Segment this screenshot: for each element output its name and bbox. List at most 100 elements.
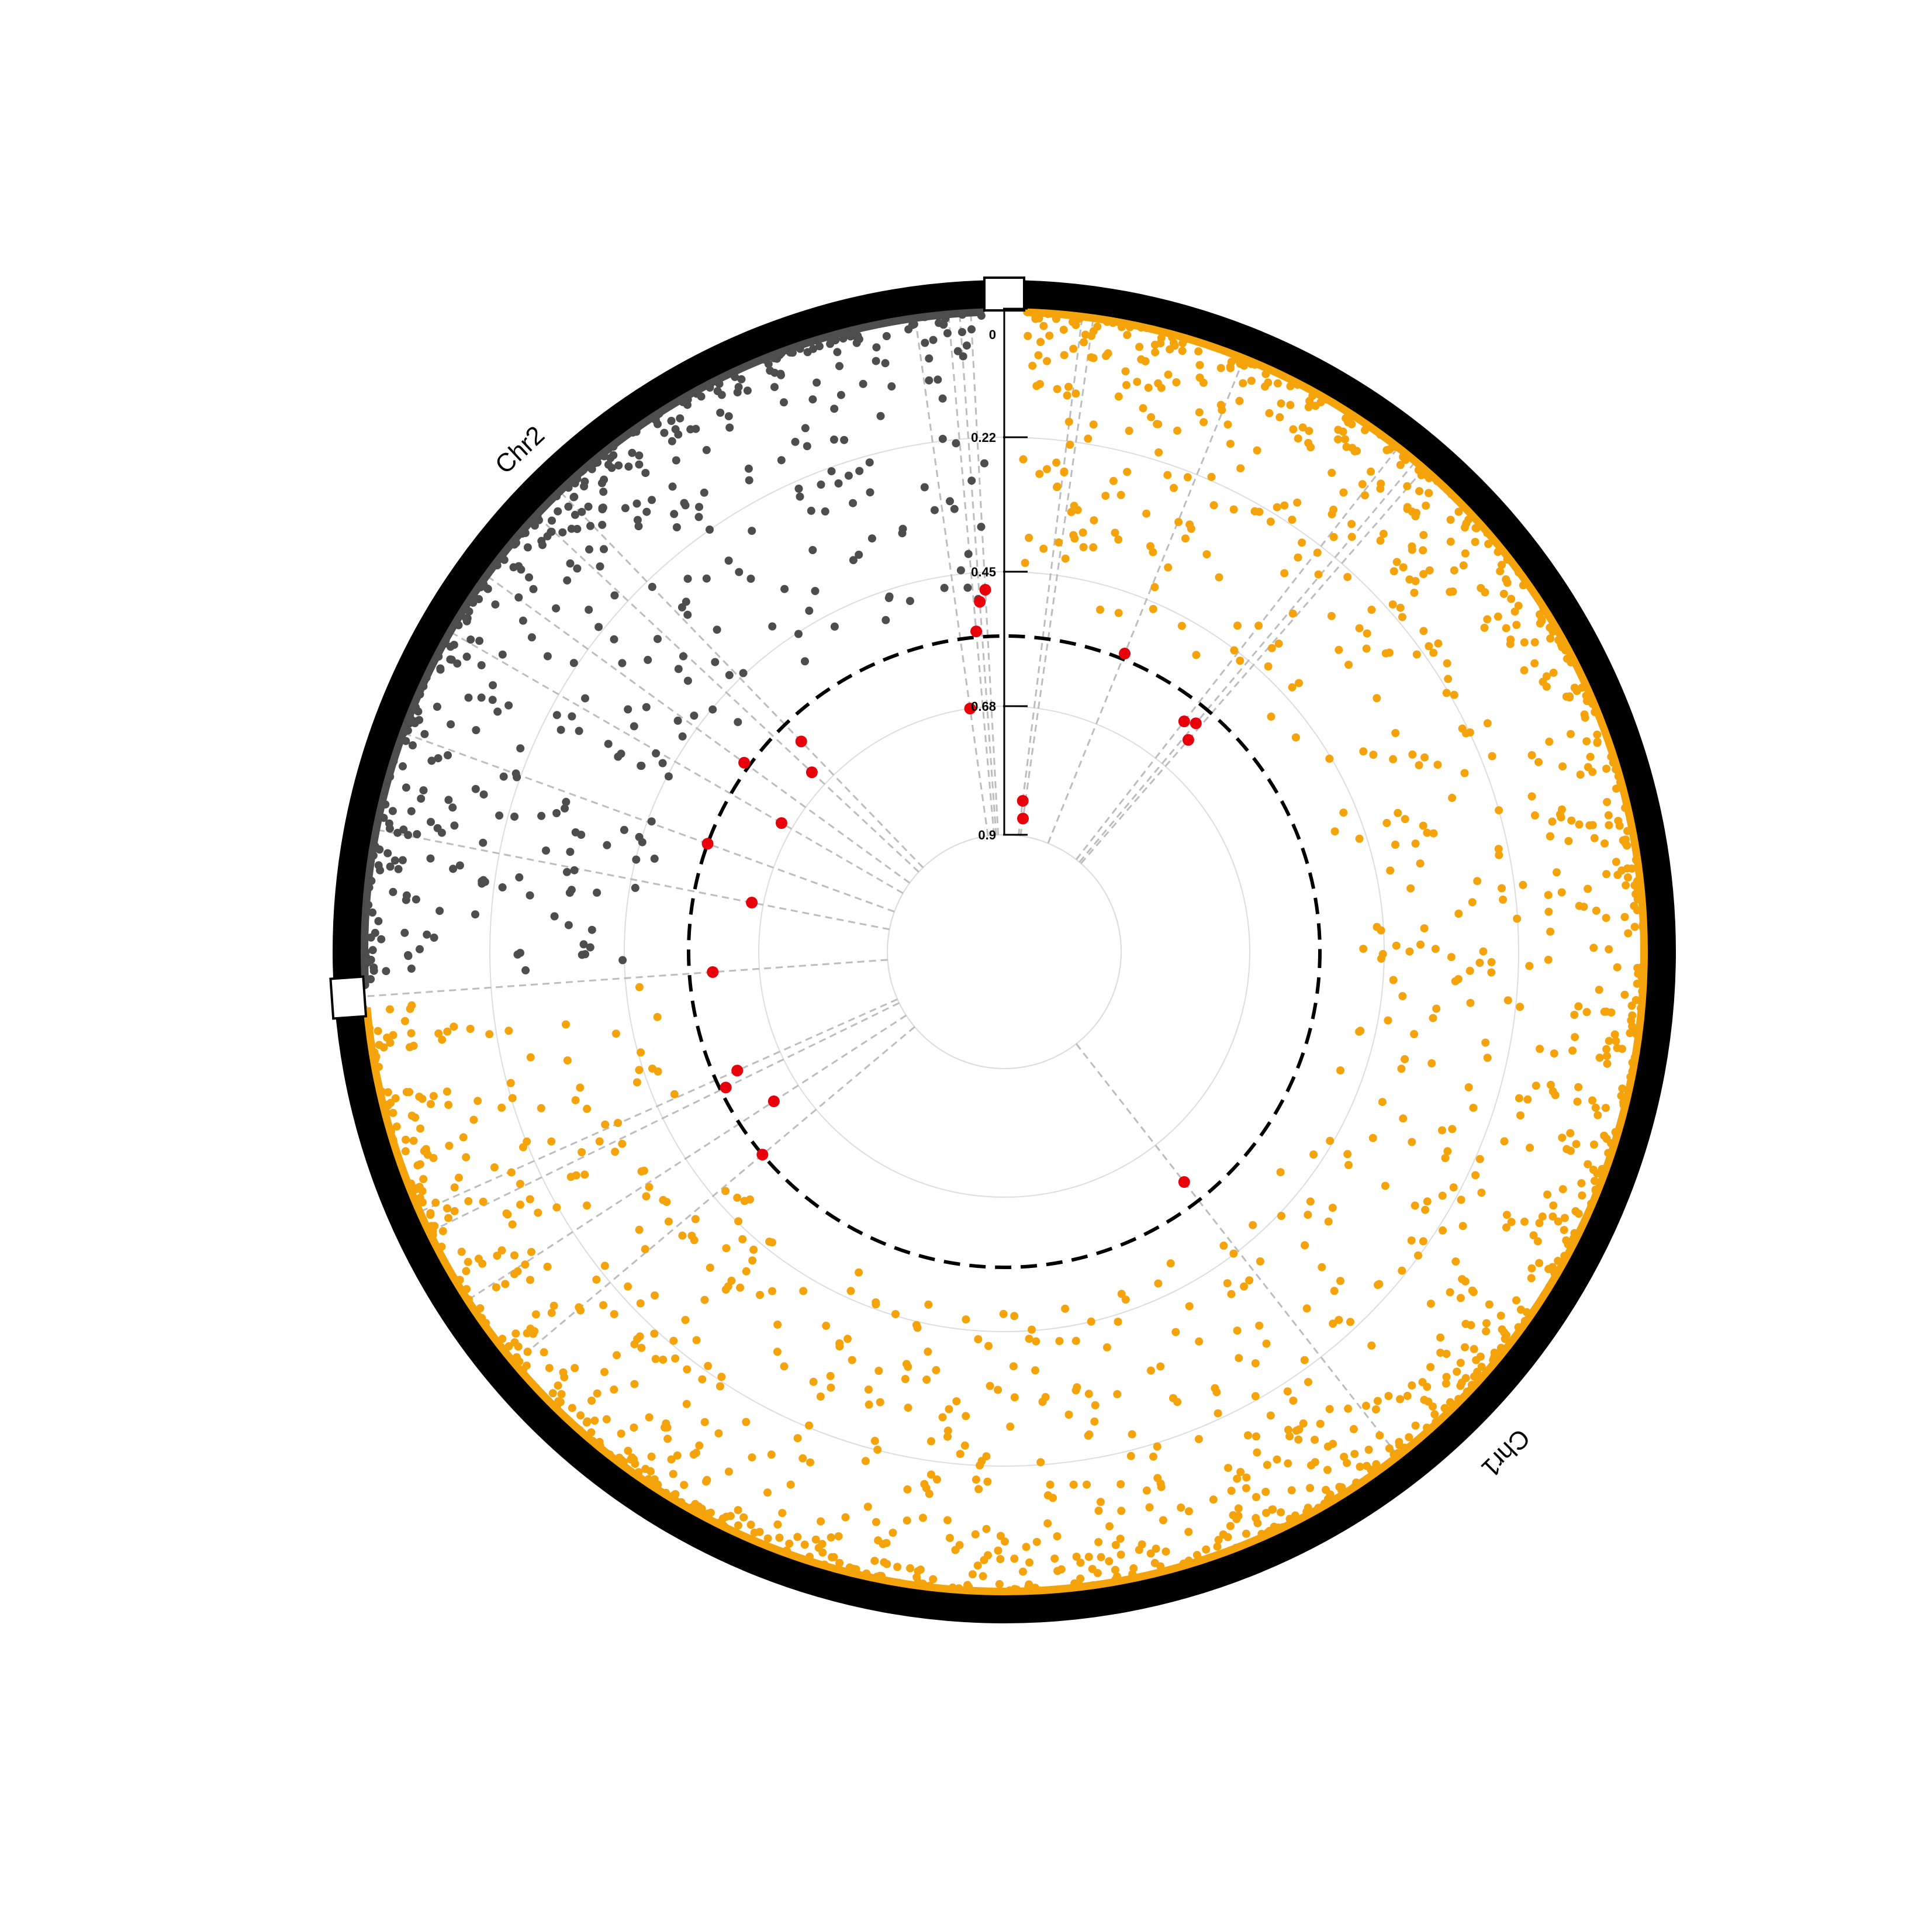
data-point-chr1 [1436,1333,1445,1342]
data-point-chr1 [1448,1125,1457,1133]
guide-line-21 [968,283,1000,835]
data-point-chr1 [1313,548,1322,557]
data-point-chr1 [1379,530,1388,538]
data-point-chr1 [473,1097,482,1105]
data-point-chr1 [1273,1455,1281,1464]
data-point-chr1 [1588,821,1597,830]
data-point-chr1 [578,1148,586,1156]
data-point-chr1 [1307,1461,1315,1470]
data-point-chr2 [543,532,552,541]
data-point-chr1 [1010,1554,1019,1563]
data-point-chr1 [1292,1426,1301,1435]
data-point-chr2 [713,387,722,395]
data-point-chr1 [1553,868,1561,877]
data-point-chr1 [1591,1103,1600,1112]
data-point-chr1 [681,1316,690,1324]
data-point-chr2 [743,386,752,395]
data-point-chr2 [813,378,821,387]
data-point-chr1 [876,1398,884,1406]
data-point-chr2 [801,657,809,666]
data-point-chr1 [636,1299,645,1308]
data-point-chr1 [386,1098,395,1107]
data-point-chr2 [398,856,407,865]
data-point-chr1 [1412,650,1421,659]
data-point-chr1 [1527,792,1536,801]
data-point-chr2 [552,711,561,720]
data-point-chr1 [1114,535,1123,544]
data-point-chr1 [663,1435,672,1443]
data-point-chr1 [610,1310,618,1319]
data-point-chr1 [1475,1155,1484,1163]
data-point-chr1 [434,1029,443,1038]
data-point-chr1 [1622,881,1630,890]
data-point-chr1 [1410,589,1419,597]
data-point-chr1 [1479,947,1488,956]
data-point-chr1 [1173,1398,1182,1406]
data-point-chr2 [956,566,965,575]
data-point-chr2 [920,483,929,492]
data-point-chr1 [1043,357,1051,365]
data-point-chr2 [794,630,803,638]
data-point-chr2 [867,534,876,543]
data-point-chr1 [1242,1484,1250,1492]
data-point-chr1 [580,1170,589,1179]
data-point-chr1 [1575,820,1584,829]
data-point-chr1 [531,1310,540,1319]
data-point-chr1 [1543,1190,1552,1199]
data-point-chr2 [515,873,524,882]
data-point-chr2 [388,807,397,815]
data-point-chr1 [1519,880,1527,889]
data-point-chr1 [1573,1097,1582,1106]
data-point-chr1 [1052,458,1061,467]
data-point-chr2 [803,442,811,451]
data-point-chr2 [764,360,773,368]
data-point-chr1 [1562,692,1571,701]
data-point-chr2 [393,828,402,837]
data-point-chr1 [924,1347,932,1356]
data-point-chr1 [1484,540,1493,548]
data-point-chr1 [1256,1257,1264,1266]
data-point-chr1 [1239,379,1247,388]
data-point-chr1 [1558,762,1567,771]
data-point-chr1 [1060,467,1069,476]
data-point-chr2 [624,462,633,471]
data-point-chr1 [1266,517,1275,526]
data-point-chr2 [419,786,428,794]
data-point-chr1 [600,1261,609,1270]
data-point-chr1 [1562,1236,1571,1245]
data-point-chr1 [1025,534,1033,542]
data-point-chr1 [1330,1287,1339,1295]
data-point-chr1 [1235,1354,1243,1363]
data-point-chr1 [984,1551,992,1560]
data-point-chr2 [437,828,446,837]
data-point-chr1 [1300,1356,1309,1364]
data-point-chr2 [472,726,480,734]
data-point-chr2 [724,412,733,421]
data-point-chr1 [445,1142,454,1150]
data-point-chr1 [734,1506,742,1515]
data-point-chr1 [478,1259,487,1268]
data-point-chr1 [1574,1083,1583,1091]
data-point-chr2 [575,727,583,735]
data-point-chr1 [1454,507,1463,516]
data-point-chr2 [462,614,471,623]
data-point-chr2 [499,772,508,781]
data-point-chr1 [1589,943,1598,952]
data-point-chr1 [1618,1084,1627,1093]
data-point-chr1 [1391,729,1400,737]
data-point-chr1 [906,1564,914,1572]
data-point-chr1 [1431,945,1440,953]
data-point-chr1 [1577,1179,1586,1188]
data-point-chr2 [538,541,547,549]
data-point-chr1 [1461,1374,1470,1383]
data-point-chr2 [642,507,651,516]
data-point-chr1 [773,1321,782,1329]
data-point-chr1 [1425,489,1433,497]
data-point-chr2 [898,529,907,538]
data-point-chr2 [466,635,475,644]
data-point-chr1 [1128,1430,1136,1439]
data-point-chr1 [548,1389,557,1398]
data-point-chr1 [1343,1458,1351,1467]
guide-line-5 [1080,445,1444,865]
data-point-chr1 [1361,491,1369,500]
